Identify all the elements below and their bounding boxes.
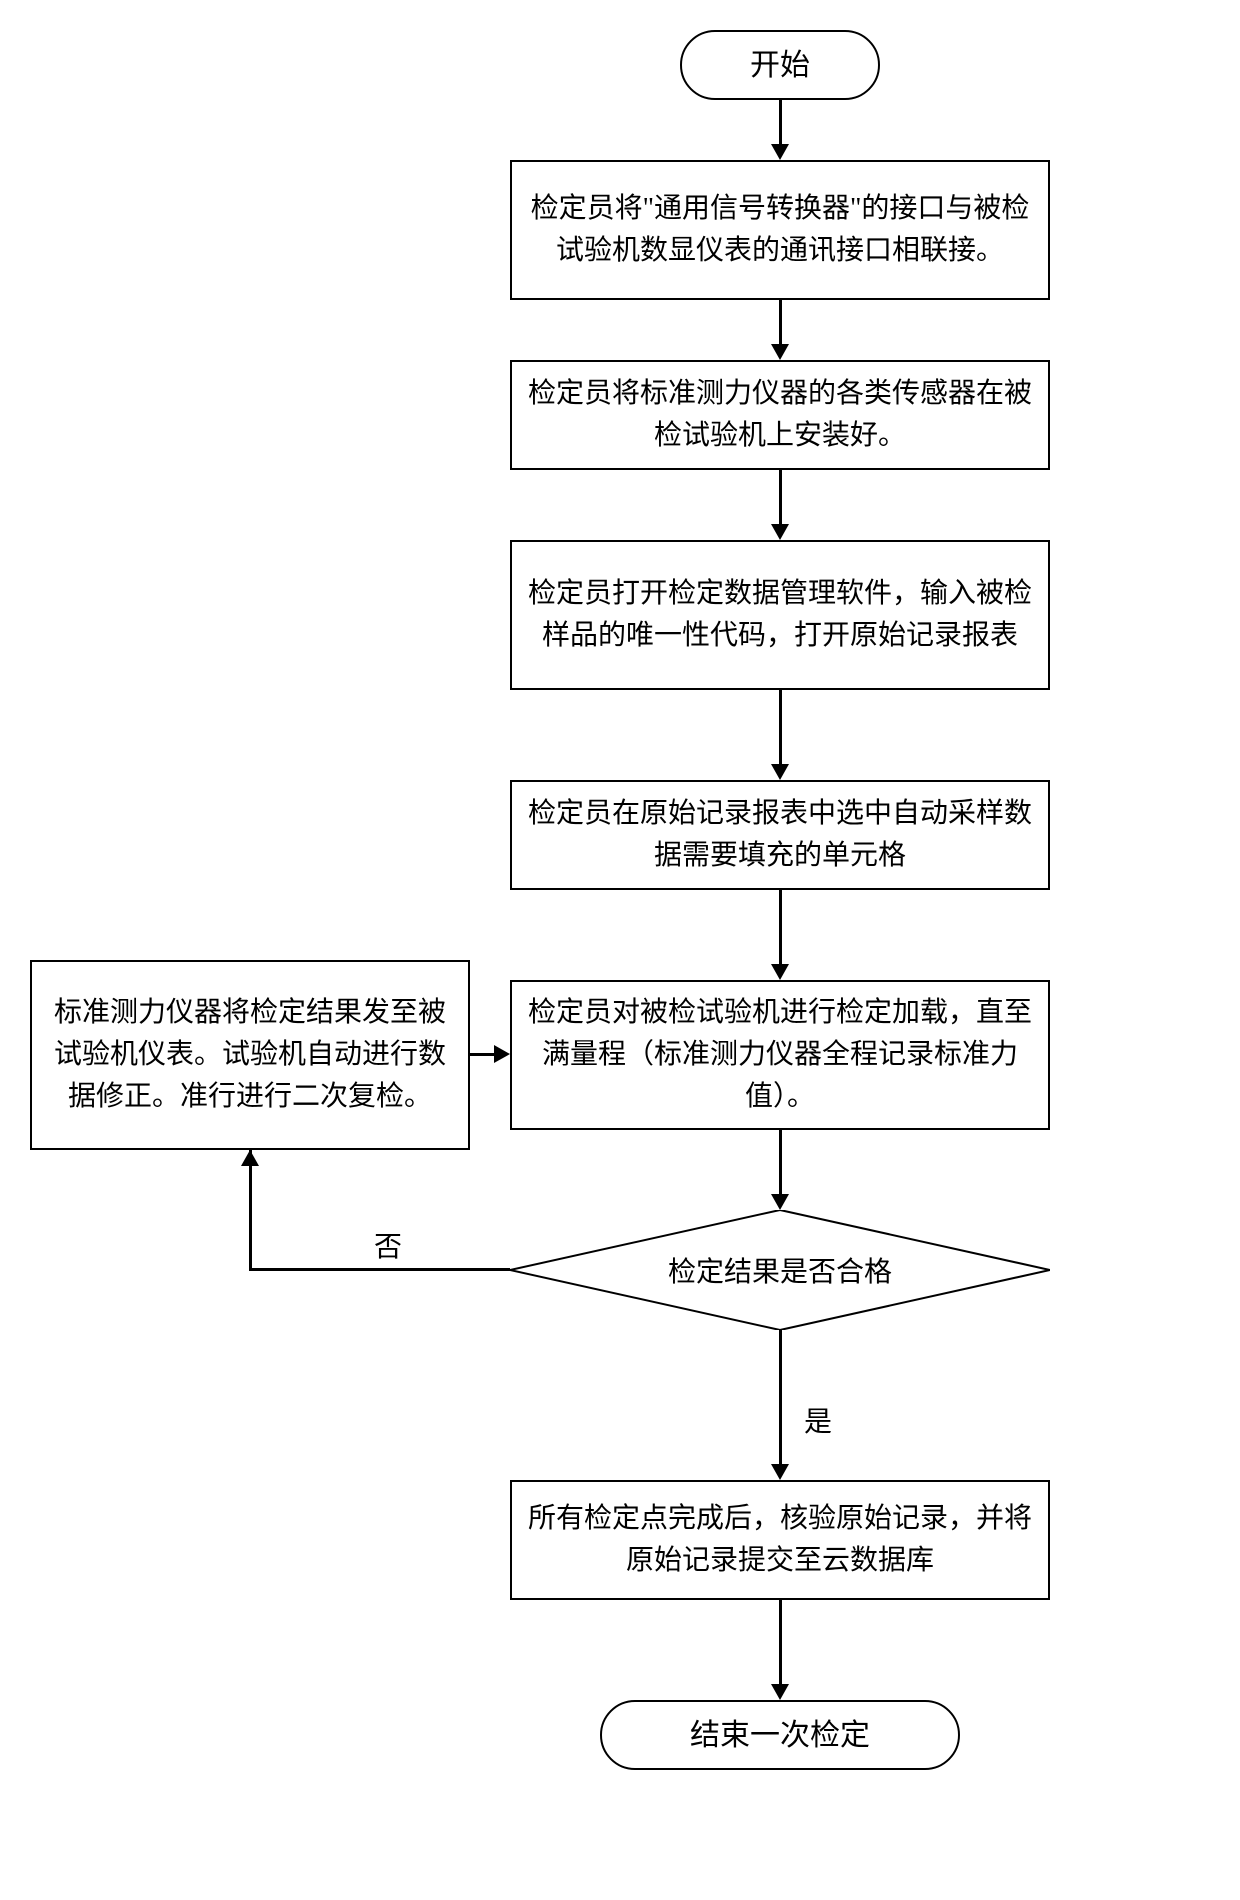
arrow-head-icon xyxy=(771,1464,789,1480)
step6-node: 所有检定点完成后，核验原始记录，并将原始记录提交至云数据库 xyxy=(510,1480,1050,1600)
step4-label: 检定员在原始记录报表中选中自动采样数据需要填充的单元格 xyxy=(528,793,1032,877)
decision-label: 检定结果是否合格 xyxy=(668,1250,892,1290)
start-label: 开始 xyxy=(750,43,810,88)
flowchart-container: 开始 检定员将"通用信号转换器"的接口与被检试验机数显仪表的通讯接口相联接。 检… xyxy=(0,0,1240,1900)
arrow-head-icon xyxy=(771,524,789,540)
yes-label: 是 xyxy=(800,1400,836,1440)
arrow-line xyxy=(250,1268,510,1271)
arrow-head-icon xyxy=(494,1045,510,1063)
step3-label: 检定员打开检定数据管理软件，输入被检样品的唯一性代码，打开原始记录报表 xyxy=(528,573,1032,657)
arrow-line xyxy=(249,1150,252,1271)
start-node: 开始 xyxy=(680,30,880,100)
step5-node: 检定员对被检试验机进行检定加载，直至满量程（标准测力仪器全程记录标准力值）。 xyxy=(510,980,1050,1130)
arrow-head-icon xyxy=(771,144,789,160)
step3-node: 检定员打开检定数据管理软件，输入被检样品的唯一性代码，打开原始记录报表 xyxy=(510,540,1050,690)
step2-label: 检定员将标准测力仪器的各类传感器在被检试验机上安装好。 xyxy=(528,373,1032,457)
arrow-line xyxy=(779,300,782,344)
step4-node: 检定员在原始记录报表中选中自动采样数据需要填充的单元格 xyxy=(510,780,1050,890)
arrow-line xyxy=(779,1130,782,1194)
arrow-line xyxy=(779,470,782,524)
arrow-head-icon xyxy=(771,344,789,360)
arrow-head-icon xyxy=(771,1194,789,1210)
no-label: 否 xyxy=(370,1225,406,1265)
step5-label: 检定员对被检试验机进行检定加载，直至满量程（标准测力仪器全程记录标准力值）。 xyxy=(528,992,1032,1118)
step1-label: 检定员将"通用信号转换器"的接口与被检试验机数显仪表的通讯接口相联接。 xyxy=(528,188,1032,272)
end-node: 结束一次检定 xyxy=(600,1700,960,1770)
arrow-line xyxy=(779,690,782,764)
step6-label: 所有检定点完成后，核验原始记录，并将原始记录提交至云数据库 xyxy=(528,1498,1032,1582)
arrow-head-icon xyxy=(241,1150,259,1166)
arrow-line xyxy=(470,1053,494,1056)
step2-node: 检定员将标准测力仪器的各类传感器在被检试验机上安装好。 xyxy=(510,360,1050,470)
feedback-label: 标准测力仪器将检定结果发至被试验机仪表。试验机自动进行数据修正。准行进行二次复检… xyxy=(48,992,452,1118)
arrow-head-icon xyxy=(771,964,789,980)
end-label: 结束一次检定 xyxy=(690,1713,870,1758)
decision-node: 检定结果是否合格 xyxy=(510,1210,1050,1330)
feedback-node: 标准测力仪器将检定结果发至被试验机仪表。试验机自动进行数据修正。准行进行二次复检… xyxy=(30,960,470,1150)
arrow-head-icon xyxy=(771,764,789,780)
arrow-line xyxy=(779,1330,782,1464)
arrow-line xyxy=(779,1600,782,1684)
arrow-line xyxy=(779,100,782,144)
step1-node: 检定员将"通用信号转换器"的接口与被检试验机数显仪表的通讯接口相联接。 xyxy=(510,160,1050,300)
arrow-head-icon xyxy=(771,1684,789,1700)
arrow-line xyxy=(779,890,782,964)
